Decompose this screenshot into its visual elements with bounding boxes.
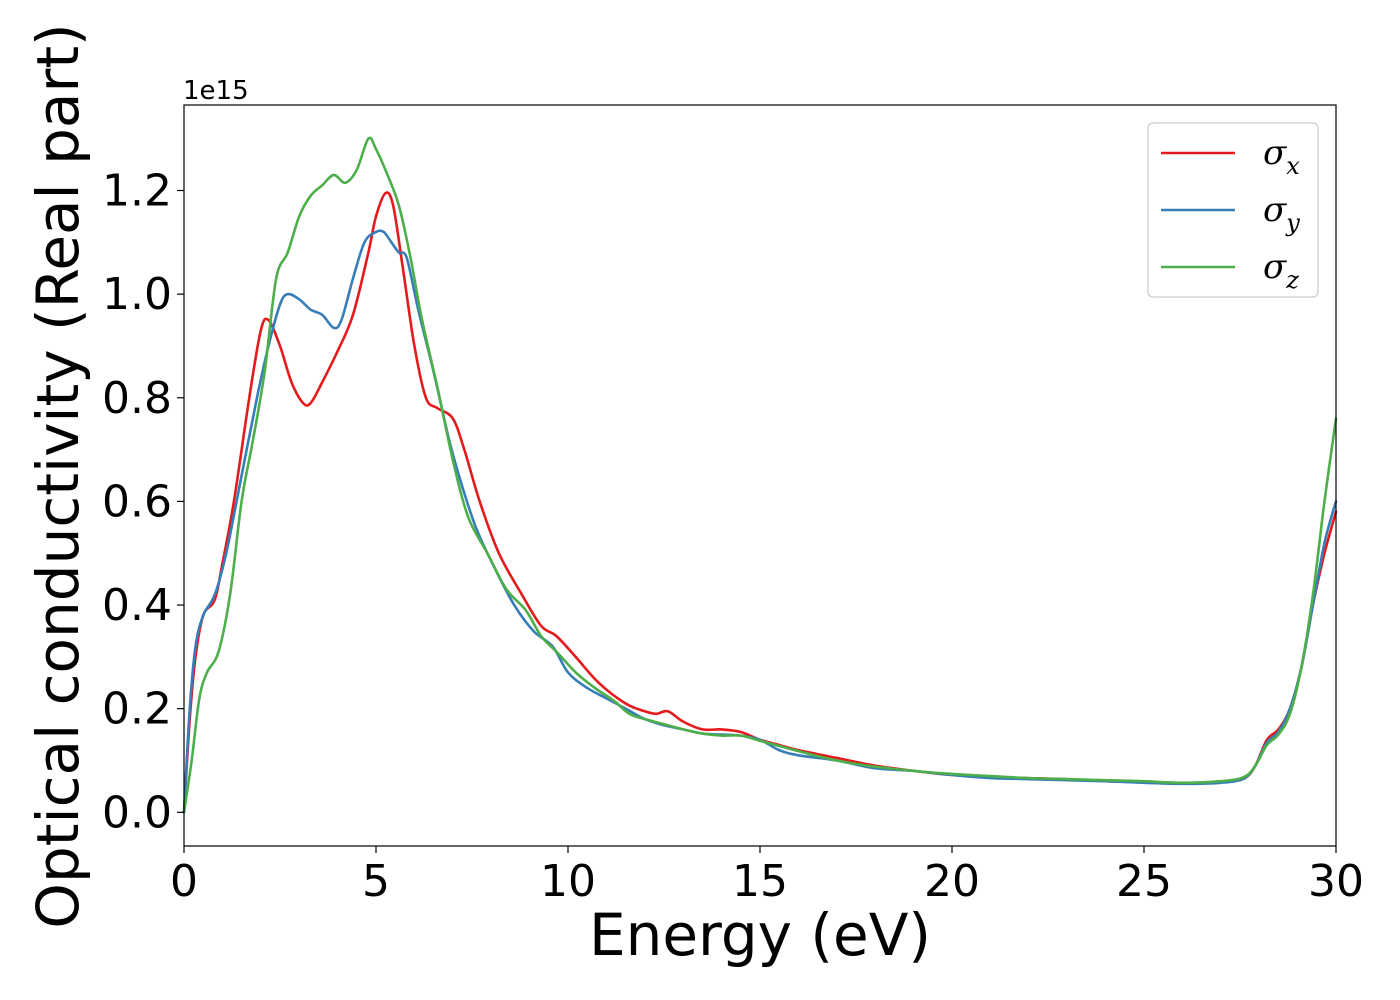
y-tick-label: 0.8 [102,373,172,424]
legend-symbol: σ [1263,247,1287,287]
y-tick-label: 0.0 [102,787,172,838]
legend-subscript: y [1285,209,1300,237]
plot-area [184,105,1336,846]
x-tick-label: 30 [1308,856,1364,907]
x-tick-label: 15 [732,856,788,907]
legend-subscript: x [1286,152,1300,180]
y-axis-title: Optical conductivity (Real part) [24,23,92,928]
x-tick-label: 10 [540,856,596,907]
series-line-y [182,229,1338,814]
legend-label-z: σz [1263,247,1299,294]
x-tick-label: 0 [170,856,198,907]
series-layer [182,136,1338,814]
y-tick-label: 0.2 [102,684,172,735]
legend-symbol: σ [1263,133,1287,173]
x-tick-label: 5 [362,856,390,907]
y-offset-label: 1e15 [183,76,249,106]
legend-subscript: z [1285,266,1299,294]
legend-label-y: σy [1263,190,1300,237]
y-axis-ticks: 0.0 0.2 0.4 0.6 0.8 1.0 1.2 [102,166,184,838]
y-tick-label: 0.4 [102,580,172,631]
x-axis-ticks: 0 5 10 15 20 25 30 [170,846,1364,907]
y-tick-label: 0.6 [102,476,172,527]
series-line-z [182,136,1338,814]
y-tick-label: 1.2 [102,166,172,217]
x-tick-label: 25 [1116,856,1172,907]
y-tick-label: 1.0 [102,269,172,320]
legend-label-x: σx [1263,133,1300,180]
x-axis-title: Energy (eV) [589,901,931,969]
legend-symbol: σ [1263,190,1287,230]
x-tick-label: 20 [924,856,980,907]
